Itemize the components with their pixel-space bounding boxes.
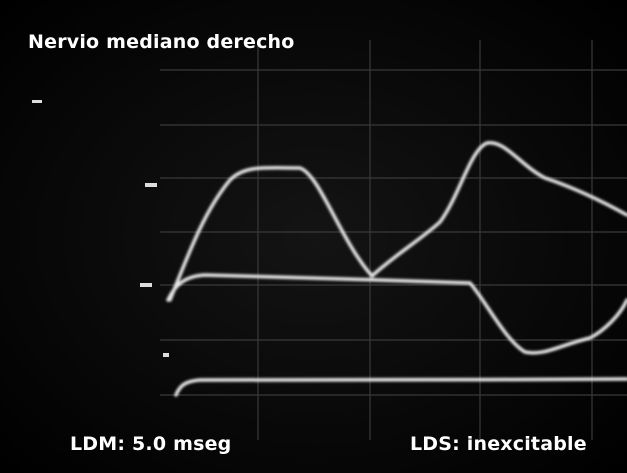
trace-upper: [168, 141, 627, 302]
lds-label: LDS: inexcitable: [410, 433, 587, 455]
trace-lower: [174, 377, 627, 397]
traces: [166, 141, 627, 397]
ldm-label: LDM: 5.0 mseg: [70, 433, 232, 455]
markers: [32, 100, 169, 357]
title: Nervio mediano derecho: [28, 31, 295, 53]
graticule: [160, 40, 627, 440]
trace-middle: [166, 273, 627, 355]
